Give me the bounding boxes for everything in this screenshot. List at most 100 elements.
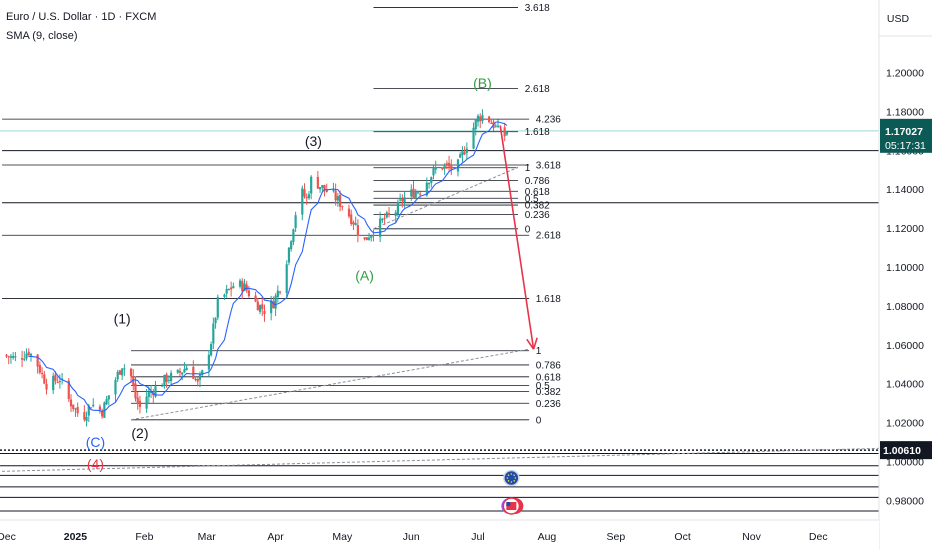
candle-body — [321, 185, 324, 188]
projection-arrow[interactable] — [499, 125, 535, 350]
fib-level-label: 0.618 — [525, 187, 550, 198]
candle-body — [76, 407, 79, 414]
currency-label[interactable]: USD — [887, 13, 910, 25]
wave-label[interactable]: (1) — [114, 311, 131, 327]
candle-body — [303, 189, 306, 197]
candle-body — [207, 354, 210, 370]
candle-body — [379, 218, 382, 237]
candle-body — [383, 217, 386, 219]
candle-body — [488, 116, 491, 123]
candle-body — [7, 356, 10, 358]
candle-body — [274, 295, 277, 309]
candle-body — [465, 148, 468, 153]
candle-body — [387, 213, 391, 215]
x-tick-label: Nov — [742, 531, 761, 543]
y-tick-label: 1.04000 — [886, 379, 924, 391]
candle-body — [394, 212, 397, 216]
candle-body — [36, 354, 39, 367]
candle-body — [341, 206, 344, 208]
candle-body — [450, 164, 453, 170]
wave-label[interactable]: (C) — [86, 434, 105, 450]
candle-body — [98, 406, 102, 410]
fib-level-label: 4.236 — [536, 115, 561, 126]
candle-body — [294, 215, 297, 228]
last-price-badge[interactable] — [880, 118, 932, 153]
trend-line[interactable] — [2, 447, 901, 472]
candle-body — [89, 407, 93, 409]
x-tick-label: Jun — [403, 531, 420, 543]
candle-body — [185, 367, 188, 371]
y-tick-label: 0.98000 — [886, 495, 924, 507]
candle-body — [87, 405, 90, 416]
candle-body — [243, 283, 246, 291]
candle-body — [310, 176, 313, 194]
candle-body — [403, 197, 406, 203]
fib-level-label: 3.618 — [536, 160, 561, 171]
wave-label[interactable]: (B) — [473, 75, 492, 91]
candle-body — [336, 196, 339, 201]
title-separator: · — [118, 11, 123, 23]
fib-level-label: 0.618 — [536, 372, 561, 383]
y-tick-label: 1.18000 — [886, 106, 924, 118]
candle-body — [101, 410, 104, 417]
candle-layer — [5, 109, 508, 427]
candle-body — [290, 241, 293, 250]
candle-body — [85, 416, 88, 422]
candle-body — [401, 198, 404, 202]
candle-body — [352, 222, 355, 225]
wave-label[interactable]: (2) — [131, 425, 148, 441]
chart-title[interactable]: Euro / U.S. Dollar · 1D · FXCM — [6, 11, 156, 23]
candle-body — [25, 353, 28, 359]
candle-body — [118, 370, 122, 375]
candle-body — [301, 188, 304, 215]
marker-price-badge[interactable] — [880, 441, 932, 460]
candle-body — [245, 284, 248, 291]
arrow-head — [532, 337, 538, 350]
candle-body — [441, 167, 444, 170]
candle-body — [241, 281, 244, 292]
wave-label-layer: (B) (3) (A) (1) (2) (C) (4) — [86, 75, 492, 472]
countdown-value: 05:17:31 — [885, 140, 926, 152]
candle-body — [181, 372, 184, 375]
candle-body — [370, 235, 373, 238]
indicator-legend[interactable]: SMA (9, close) — [6, 30, 78, 42]
time-axis[interactable] — [0, 520, 879, 550]
candle-body — [479, 116, 482, 122]
wave-label[interactable]: (A) — [355, 267, 374, 283]
trend-line[interactable] — [130, 348, 530, 421]
candle-body — [278, 291, 282, 293]
candle-body — [276, 290, 279, 298]
candle-body — [430, 177, 433, 184]
x-tick-label: Jul — [471, 531, 484, 543]
candle-body — [145, 396, 148, 409]
sma-line[interactable] — [28, 121, 508, 412]
fib-level-label: 2.618 — [525, 84, 550, 95]
candle-body — [134, 383, 137, 399]
candle-body — [161, 385, 164, 387]
candle-body — [169, 372, 173, 382]
candle-body — [270, 300, 273, 314]
y-tick-label: 1.06000 — [886, 340, 924, 352]
fib-level-label: 0.382 — [525, 201, 550, 212]
y-tick-label: 1.00000 — [886, 457, 924, 469]
wave-label[interactable]: (3) — [305, 133, 322, 149]
candle-body — [5, 354, 8, 357]
wave-label[interactable]: (4) — [87, 456, 104, 472]
candle-body — [323, 184, 326, 191]
candle-body — [432, 168, 435, 176]
candle-body — [459, 154, 462, 158]
candle-body — [258, 305, 262, 312]
candle-body — [201, 370, 204, 375]
x-tick-label: Aug — [538, 531, 557, 543]
candle-body — [292, 229, 295, 242]
candle-body — [74, 408, 77, 410]
eu-flag-icon[interactable] — [503, 469, 520, 487]
candle-body — [305, 196, 308, 199]
candle-body — [216, 297, 219, 318]
candle-body — [419, 193, 422, 195]
fib-level-label: 0.5 — [525, 194, 539, 205]
candle-body — [427, 183, 431, 185]
x-tick-label: Dec — [0, 531, 16, 543]
us-flag-icon[interactable] — [501, 497, 524, 515]
